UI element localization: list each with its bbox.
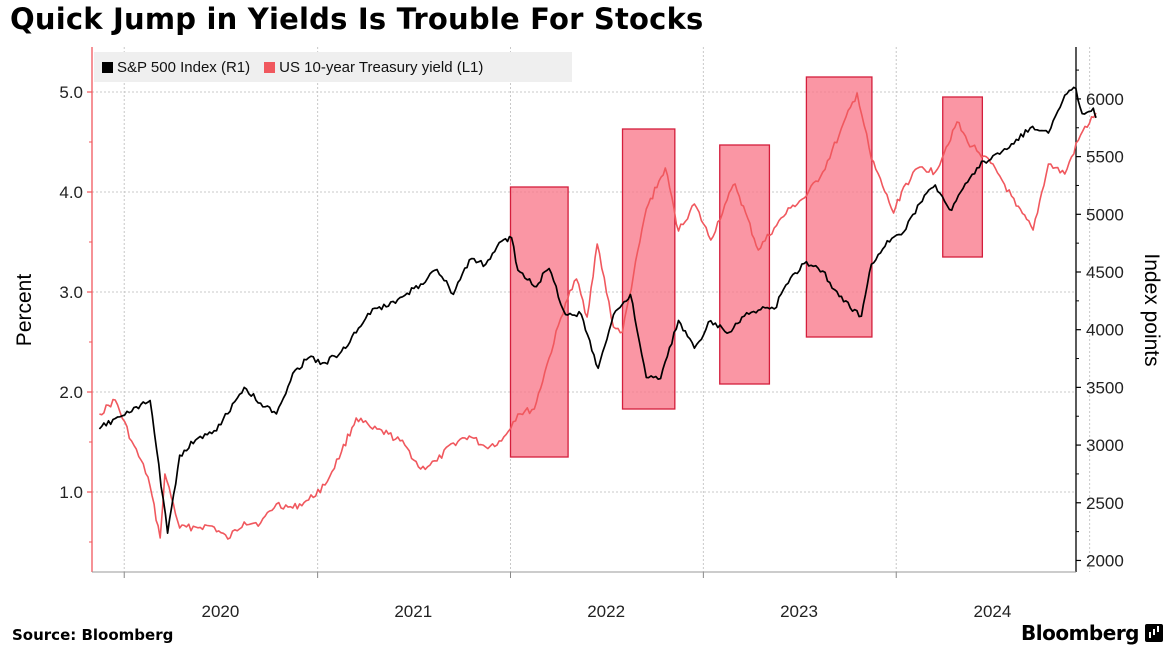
right-tick-label: 2500 — [1086, 494, 1124, 513]
x-tick-label: 2021 — [394, 602, 432, 621]
legend-item-yield: US 10-year Treasury yield (L1) — [264, 59, 483, 76]
bloomberg-terminal-icon — [1145, 624, 1163, 642]
legend-label-sp500: S&P 500 Index (R1) — [117, 58, 251, 76]
right-tick-label: 5000 — [1086, 205, 1124, 224]
axes: 1.0 2.0 3.0 4.0 5.0 2000 2500 3000 3500 4000 4500 5… — [59, 47, 1124, 621]
highlight-period-3 — [719, 144, 771, 385]
right-tick-label: 5500 — [1086, 148, 1124, 167]
right-axis-title: Index points — [1140, 253, 1163, 366]
x-tick-label: 2023 — [780, 602, 818, 621]
highlight-period-1 — [509, 186, 569, 458]
series-lines — [98, 86, 1097, 540]
legend: S&P 500 Index (R1) US 10-year Treasury y… — [94, 52, 572, 82]
x-tick-label: 2020 — [201, 602, 239, 621]
right-tick-label: 3500 — [1086, 378, 1124, 397]
legend-swatch-sp500 — [102, 61, 113, 73]
bloomberg-logo: Bloomberg — [1021, 621, 1139, 645]
series-line-yield — [99, 92, 1097, 540]
highlight-period-5 — [942, 96, 984, 258]
legend-item-sp500: S&P 500 Index (R1) — [102, 59, 250, 76]
legend-swatch-yield — [264, 61, 276, 73]
left-tick-label: 2.0 — [59, 383, 83, 402]
right-tick-label: 4000 — [1086, 321, 1124, 340]
highlight-period-4 — [805, 76, 873, 338]
left-tick-label: 1.0 — [59, 483, 83, 502]
x-tick-label: 2022 — [587, 602, 625, 621]
right-tick-label: 6000 — [1086, 90, 1124, 109]
left-tick-label: 5.0 — [59, 83, 83, 102]
gridlines — [92, 47, 1091, 572]
series-line-sp500 — [98, 86, 1097, 534]
legend-label-yield: US 10-year Treasury yield (L1) — [279, 58, 484, 76]
left-tick-label: 3.0 — [59, 283, 83, 302]
highlight-periods — [509, 76, 984, 458]
highlight-period-2 — [621, 128, 676, 410]
right-tick-label: 4500 — [1086, 263, 1124, 282]
x-tick-label: 2024 — [973, 602, 1011, 621]
left-axis-title: Percent — [13, 274, 36, 347]
right-tick-label: 3000 — [1086, 436, 1124, 455]
left-tick-label: 4.0 — [59, 183, 83, 202]
source-note: Source: Bloomberg — [12, 626, 174, 644]
chart-title: Quick Jump in Yields Is Trouble For Stoc… — [10, 2, 704, 36]
right-tick-label: 2000 — [1086, 551, 1124, 570]
